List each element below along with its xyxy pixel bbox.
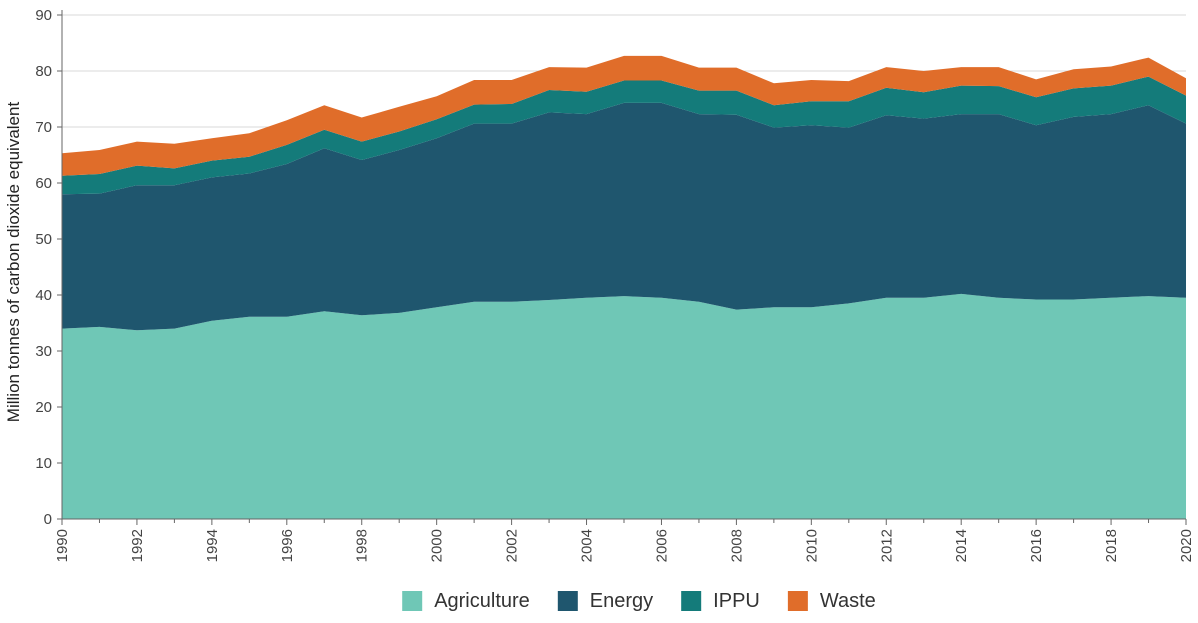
x-tick-label: 2010: [803, 529, 820, 562]
x-tick-label: 1992: [129, 529, 146, 562]
y-tick-label: 20: [35, 399, 52, 416]
legend-label-energy: Energy: [590, 590, 653, 612]
x-tick-label: 1998: [354, 529, 371, 562]
x-tick-label: 2000: [429, 529, 446, 562]
area-waste: [62, 55, 1186, 176]
y-tick-label: 60: [35, 175, 52, 192]
x-tick-label: 2020: [1178, 529, 1195, 562]
y-axis-title: Million tonnes of carbon dioxide equival…: [4, 102, 23, 423]
area-series: [62, 55, 1186, 519]
x-tick-label: 1994: [204, 529, 221, 562]
x-tick-label: 1996: [279, 529, 296, 562]
x-tick-label: 2006: [653, 529, 670, 562]
x-tick-label: 2016: [1028, 529, 1045, 562]
x-tick-label: 2014: [953, 529, 970, 562]
x-tick-label: 2004: [579, 529, 596, 562]
legend-swatch-agriculture: [402, 591, 423, 611]
y-tick-label: 30: [35, 343, 52, 360]
y-tick-label: 50: [35, 231, 52, 248]
y-tick-label: 0: [44, 511, 52, 528]
legend-label-agriculture: Agriculture: [434, 590, 530, 612]
x-tick-label: 2018: [1103, 529, 1120, 562]
y-tick-label: 70: [35, 119, 52, 136]
legend-label-ippu: IPPU: [713, 590, 760, 612]
legend: Agriculture Energy IPPU Waste: [402, 590, 876, 612]
x-tick-label: 1990: [54, 529, 71, 562]
y-tick-label: 10: [35, 455, 52, 472]
y-tick-label: 80: [35, 63, 52, 80]
legend-label-waste: Waste: [820, 590, 876, 612]
y-tick-label: 90: [35, 7, 52, 24]
area-energy: [62, 102, 1186, 331]
x-tick-label: 2008: [728, 529, 745, 562]
area-agriculture: [62, 293, 1186, 519]
legend-swatch-energy: [557, 591, 578, 611]
axes: 0 10 20 30 40 50 60 70 80 90 1990 1992 1994 1996 1998 2…: [35, 7, 1195, 562]
x-tick-label: 2012: [878, 529, 895, 562]
area-ippu: [62, 76, 1186, 195]
legend-swatch-ippu: [681, 591, 702, 611]
y-tick-label: 40: [35, 287, 52, 304]
legend-swatch-waste: [787, 591, 808, 611]
x-tick-label: 2002: [504, 529, 521, 562]
